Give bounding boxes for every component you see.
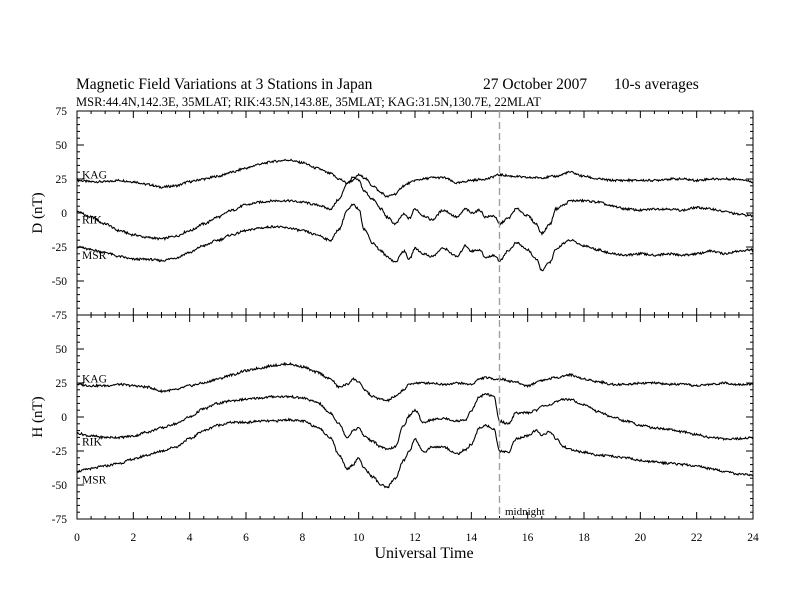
y-tick-label: 0 [61, 208, 67, 220]
x-tick-label: 22 [691, 532, 703, 544]
y-axis-label: D (nT) [30, 192, 46, 233]
y-tick-label: 75 [56, 106, 68, 118]
series-line-kag [76, 361, 754, 403]
y-tick-label: 25 [56, 378, 68, 390]
midnight-annotation: midnight [505, 506, 545, 518]
panel-h: 50 25 0 -25 -50 -75 H (nT) KAG RIK MSR [30, 314, 754, 526]
chart-title: Magnetic Field Variations at 3 Stations … [76, 76, 373, 93]
y-tick-label: -75 [52, 514, 68, 526]
y-tick-label: -50 [52, 276, 68, 288]
series-label-msr: MSR [82, 250, 107, 262]
y-tick-label: -75 [52, 310, 68, 322]
y-tick-label: 0 [61, 412, 67, 424]
y-tick-label: -25 [52, 242, 68, 254]
x-tick-label: 2 [130, 532, 136, 544]
x-tick-label: 8 [299, 532, 305, 544]
series-label-kag: KAG [82, 169, 107, 181]
y-tick-label: -25 [52, 446, 68, 458]
chart-averaging: 10-s averages [614, 76, 699, 93]
series-label-kag: KAG [82, 373, 107, 385]
x-tick-label: 6 [243, 532, 249, 544]
x-tick-label: 0 [74, 532, 80, 544]
x-tick-label: 4 [187, 532, 193, 544]
x-tick-label: 16 [522, 532, 534, 544]
chart-date: 27 October 2007 [483, 76, 587, 93]
series-label-msr: MSR [82, 474, 107, 486]
y-tick-label: 25 [56, 174, 68, 186]
series-line-msr [76, 417, 754, 489]
x-tick-label: 12 [409, 532, 421, 544]
panel-d: 75 50 25 0 -25 -50 -75 D (nT) KAG RIK MSR [30, 106, 754, 322]
y-tick-label: -50 [52, 480, 68, 492]
series-label-rik: RIK [82, 436, 103, 448]
x-tick-label: 10 [353, 532, 365, 544]
x-tick-label: 14 [466, 532, 478, 544]
series-line-msr [76, 203, 754, 272]
panel-frame [76, 314, 754, 520]
stations-line: MSR:44.4N,142.3E, 35MLAT; RIK:43.5N,143.… [76, 95, 541, 109]
panel-frame [76, 110, 754, 316]
y-tick-label: 50 [56, 344, 68, 356]
series-label-rik: RIK [82, 215, 103, 227]
series-line-kag [76, 158, 754, 198]
x-tick-label: 20 [635, 532, 647, 544]
x-tick-label: 18 [578, 532, 590, 544]
plot-panels: 75 50 25 0 -25 -50 -75 D (nT) KAG RIK MSR 50 25 0 -25 -… [30, 106, 754, 526]
series-line-rik [76, 176, 754, 241]
y-tick-label: 50 [56, 140, 68, 152]
y-axis-label: H (nT) [30, 396, 46, 437]
x-tick-label: 24 [747, 532, 759, 544]
x-axis-label: Universal Time [374, 545, 473, 562]
series-line-rik [76, 392, 754, 451]
